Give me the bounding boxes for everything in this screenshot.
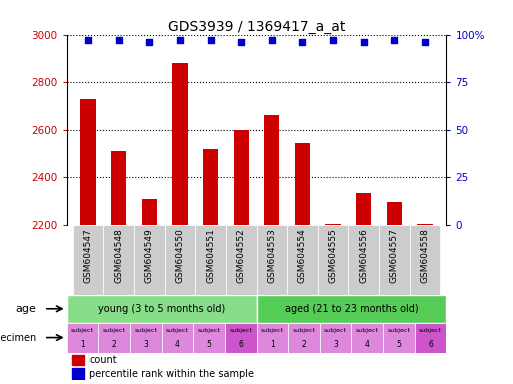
Point (329, 37, 337, 43)
Text: count: count (89, 355, 117, 365)
Text: specimen: specimen (0, 333, 36, 343)
Text: GSM604547: GSM604547 (84, 228, 93, 283)
Bar (134, 225, 165, 295)
Text: GSM604552: GSM604552 (236, 228, 246, 283)
Bar (162, 323, 193, 353)
Bar (111, 151, 126, 225)
Text: GSM604550: GSM604550 (175, 228, 185, 283)
Bar (225, 323, 256, 353)
Bar (256, 323, 288, 353)
Text: GSM604548: GSM604548 (114, 228, 123, 283)
Bar (325, 224, 341, 225)
Text: GSM604555: GSM604555 (328, 228, 338, 283)
Point (84, 37, 92, 43)
Point (145, 39, 153, 45)
Text: GSM604553: GSM604553 (267, 228, 277, 283)
Bar (256, 225, 287, 295)
Bar (320, 323, 351, 353)
Bar (264, 116, 280, 225)
Text: subject: subject (261, 328, 284, 333)
Text: subject: subject (419, 328, 442, 333)
Text: percentile rank within the sample: percentile rank within the sample (89, 369, 254, 379)
Text: 1: 1 (80, 340, 85, 349)
Text: 5: 5 (397, 340, 401, 349)
Text: subject: subject (324, 328, 347, 333)
Bar (195, 225, 226, 295)
Point (360, 39, 368, 45)
Text: subject: subject (387, 328, 410, 333)
Text: GSM604556: GSM604556 (359, 228, 368, 283)
Text: age: age (15, 304, 36, 314)
Text: subject: subject (166, 328, 189, 333)
Text: 4: 4 (175, 340, 180, 349)
Bar (172, 63, 188, 225)
Bar (351, 323, 383, 353)
Bar (81, 99, 96, 225)
Text: young (3 to 5 months old): young (3 to 5 months old) (98, 304, 225, 314)
Text: GSM604554: GSM604554 (298, 228, 307, 283)
Text: GSM604558: GSM604558 (420, 228, 429, 283)
Bar (417, 224, 432, 225)
Text: 6: 6 (428, 340, 433, 349)
Bar (287, 225, 318, 295)
Bar (67, 323, 98, 353)
Text: 1: 1 (270, 340, 274, 349)
Text: GSM604549: GSM604549 (145, 228, 154, 283)
Bar (387, 202, 402, 225)
Text: 5: 5 (207, 340, 211, 349)
Bar (233, 130, 249, 225)
Bar (203, 149, 218, 225)
Bar (226, 225, 256, 295)
Point (176, 37, 184, 43)
Point (114, 37, 123, 43)
Bar (383, 323, 415, 353)
Point (299, 39, 307, 45)
Bar (193, 323, 225, 353)
Text: 2: 2 (302, 340, 306, 349)
Bar (379, 225, 409, 295)
Bar (72, 368, 84, 379)
Text: 4: 4 (365, 340, 370, 349)
Bar (288, 323, 320, 353)
Point (390, 37, 399, 43)
Text: subject: subject (292, 328, 315, 333)
Bar (130, 323, 162, 353)
Bar (67, 295, 256, 323)
Bar (165, 225, 195, 295)
Bar (72, 354, 84, 365)
Bar (104, 225, 134, 295)
Bar (348, 225, 379, 295)
Bar (318, 225, 348, 295)
Bar (256, 295, 446, 323)
Bar (142, 199, 157, 225)
Point (237, 39, 245, 45)
Text: 3: 3 (333, 340, 338, 349)
Bar (98, 323, 130, 353)
Text: subject: subject (356, 328, 379, 333)
Text: GSM604551: GSM604551 (206, 228, 215, 283)
Text: subject: subject (71, 328, 94, 333)
Bar (356, 193, 371, 225)
Text: subject: subject (229, 328, 252, 333)
Text: subject: subject (103, 328, 126, 333)
Point (268, 37, 276, 43)
Bar (73, 225, 104, 295)
Text: 6: 6 (238, 340, 243, 349)
Bar (409, 225, 440, 295)
Title: GDS3939 / 1369417_a_at: GDS3939 / 1369417_a_at (168, 20, 345, 33)
Text: aged (21 to 23 months old): aged (21 to 23 months old) (285, 304, 418, 314)
Bar (295, 143, 310, 225)
Text: subject: subject (134, 328, 157, 333)
Point (421, 39, 429, 45)
Text: GSM604557: GSM604557 (390, 228, 399, 283)
Text: subject: subject (198, 328, 221, 333)
Text: 2: 2 (112, 340, 116, 349)
Point (206, 37, 214, 43)
Text: 3: 3 (143, 340, 148, 349)
Bar (415, 323, 446, 353)
